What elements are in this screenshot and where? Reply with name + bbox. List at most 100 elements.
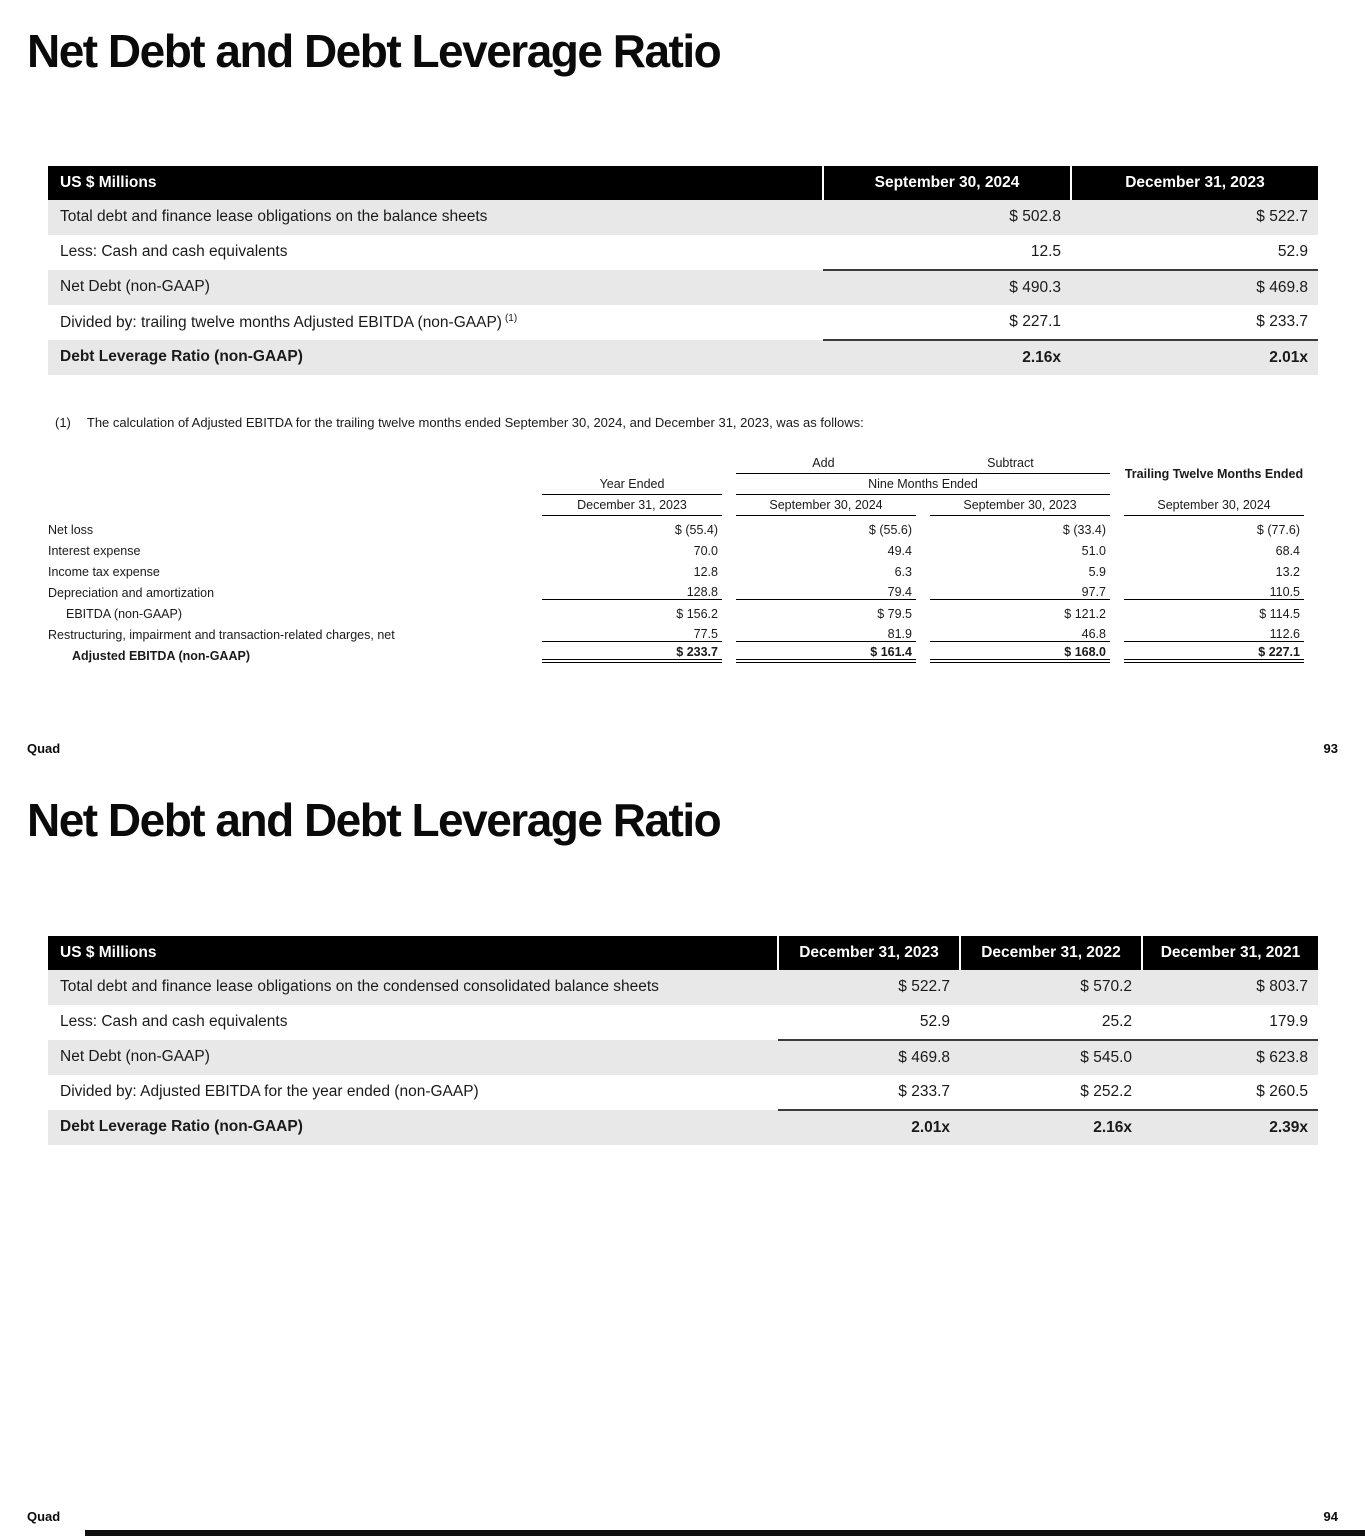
row-label: Adjusted EBITDA (non-GAAP) xyxy=(72,648,250,663)
row-value: 77.5 xyxy=(542,621,722,642)
empty-cell xyxy=(48,474,528,495)
row-label: Less: Cash and cash equivalents xyxy=(60,243,288,261)
ebitda-row-adjusted-ebitda: Adjusted EBITDA (non-GAAP) $ 233.7 $ 161… xyxy=(48,642,1304,663)
empty-cell xyxy=(48,495,528,516)
row-value: 49.4 xyxy=(887,543,912,558)
row-value: $ (55.6) xyxy=(868,522,912,537)
row-value: 70.0 xyxy=(693,543,718,558)
row-value: $ (55.4) xyxy=(674,522,718,537)
row-label: Net Debt (non-GAAP) xyxy=(48,1039,778,1075)
row-value: 68.4 xyxy=(1275,543,1300,558)
net-debt-table-annual: US $ Millions December 31, 2023 December… xyxy=(48,935,1318,1145)
row-value: $ 545.0 xyxy=(960,1039,1142,1075)
table-header-row: US $ Millions December 31, 2023 December… xyxy=(48,935,1318,970)
row-value: $ 114.5 xyxy=(1259,606,1300,621)
row-label: Divided by: trailing twelve months Adjus… xyxy=(60,313,502,331)
row-value: $ 522.7 xyxy=(1071,199,1318,235)
row-value: 2.01x xyxy=(1071,339,1318,375)
col-header-dec-31-2023: December 31, 2023 xyxy=(1070,165,1318,200)
row-value: $ 227.1 xyxy=(823,304,1071,341)
row-value: 179.9 xyxy=(1142,1004,1318,1041)
row-value: $ 522.7 xyxy=(778,969,960,1005)
row-label: Debt Leverage Ratio (non-GAAP) xyxy=(48,1109,778,1145)
ebitda-row-net-loss: Net loss $ (55.4) $ (55.6) $ (33.4) $ (7… xyxy=(48,516,1304,537)
ebitda-calculation-table: Add Subtract Trailing Twelve Months Ende… xyxy=(34,453,1318,663)
quad-logo: Quad xyxy=(27,1509,61,1524)
next-page-edge xyxy=(85,1530,1365,1536)
row-value: 110.5 xyxy=(1124,579,1304,600)
ebitda-row-restructuring: Restructuring, impairment and transactio… xyxy=(48,621,1304,642)
row-value: 51.0 xyxy=(1081,543,1106,558)
page-number: 94 xyxy=(1323,1509,1338,1524)
footnote: (1) The calculation of Adjusted EBITDA f… xyxy=(55,415,1305,431)
row-value: $ 469.8 xyxy=(1071,269,1318,305)
page-title: Net Debt and Debt Leverage Ratio xyxy=(27,25,722,77)
row-value: 52.9 xyxy=(778,1004,960,1041)
page-footer: Quad 93 xyxy=(27,741,1338,756)
row-label: Total debt and finance lease obligations… xyxy=(48,199,823,235)
row-label: Net loss xyxy=(48,522,94,537)
row-value: $ 79.5 xyxy=(877,606,912,621)
table-row-debt-leverage-ratio: Debt Leverage Ratio (non-GAAP) 2.01x 2.1… xyxy=(48,1109,1318,1145)
row-value: $ 490.3 xyxy=(823,269,1071,305)
add-label: Add xyxy=(812,455,835,470)
row-label: EBITDA (non-GAAP) xyxy=(66,606,183,621)
col-header-dec-31-2022: December 31, 2022 xyxy=(959,935,1142,970)
row-value: $ (77.6) xyxy=(1256,522,1300,537)
row-label: Income tax expense xyxy=(48,564,160,579)
table-row-less-cash: Less: Cash and cash equivalents 52.9 25.… xyxy=(48,1004,1318,1041)
col-header-us-millions: US $ Millions xyxy=(48,165,823,200)
row-value: 5.9 xyxy=(1088,564,1106,579)
row-value: 12.5 xyxy=(823,234,1071,271)
table-row-divided-by-ebitda: Divided by: trailing twelve months Adjus… xyxy=(48,304,1318,341)
table-header-row: US $ Millions September 30, 2024 Decembe… xyxy=(48,165,1318,200)
row-label: Depreciation and amortization xyxy=(48,585,215,600)
row-value: $ (33.4) xyxy=(1062,522,1106,537)
ebitda-row-ebitda: EBITDA (non-GAAP) $ 156.2 $ 79.5 $ 121.2… xyxy=(48,600,1304,621)
row-value: $ 502.8 xyxy=(823,199,1071,235)
date-header: September 30, 2024 xyxy=(736,495,916,516)
table-row-divided-by-ebitda: Divided by: Adjusted EBITDA for the year… xyxy=(48,1074,1318,1111)
row-value: 2.39x xyxy=(1142,1109,1318,1145)
row-label: Debt Leverage Ratio (non-GAAP) xyxy=(48,339,823,375)
footnote-ref: (1) xyxy=(504,312,518,324)
slide-page-94: Net Debt and Debt Leverage Ratio US $ Mi… xyxy=(0,768,1365,1536)
row-value: $ 121.2 xyxy=(1064,606,1106,621)
row-value: $ 227.1 xyxy=(1124,642,1304,663)
row-value: $ 623.8 xyxy=(1142,1039,1318,1075)
ebitda-row-depreciation: Depreciation and amortization 128.8 79.4… xyxy=(48,579,1304,600)
row-value: $ 233.7 xyxy=(778,1074,960,1111)
nine-months-group-header: Nine Months Ended xyxy=(736,474,1110,495)
row-value: 2.01x xyxy=(778,1109,960,1145)
date-header: September 30, 2024 xyxy=(1124,495,1304,516)
empty-cell xyxy=(542,453,722,474)
row-label: Divided by: Adjusted EBITDA for the year… xyxy=(60,1083,479,1101)
row-label: Net Debt (non-GAAP) xyxy=(48,269,823,305)
ebitda-row-interest-expense: Interest expense 70.0 49.4 51.0 68.4 xyxy=(48,537,1304,558)
row-value: 13.2 xyxy=(1275,564,1300,579)
row-label: Interest expense xyxy=(48,543,141,558)
net-debt-table-q3-2024: US $ Millions September 30, 2024 Decembe… xyxy=(48,165,1318,375)
row-value: $ 252.2 xyxy=(960,1074,1142,1111)
ttm-group-header: Trailing Twelve Months Ended xyxy=(1124,466,1304,481)
slide-page-93: Net Debt and Debt Leverage Ratio US $ Mi… xyxy=(27,25,1338,756)
ebitda-date-row: December 31, 2023 September 30, 2024 Sep… xyxy=(48,495,1304,516)
col-header-sep-30-2024: September 30, 2024 xyxy=(822,165,1071,200)
subtract-label: Subtract xyxy=(987,455,1034,470)
row-value: $ 168.0 xyxy=(930,642,1110,663)
row-value: 97.7 xyxy=(930,579,1110,600)
row-label: Restructuring, impairment and transactio… xyxy=(48,627,395,642)
footnote-text: The calculation of Adjusted EBITDA for t… xyxy=(86,414,864,430)
row-value: $ 469.8 xyxy=(778,1039,960,1075)
empty-cell xyxy=(48,453,528,474)
row-value: 25.2 xyxy=(960,1004,1142,1041)
col-header-dec-31-2023: December 31, 2023 xyxy=(777,935,960,970)
row-value: $ 570.2 xyxy=(960,969,1142,1005)
row-value: $ 156.2 xyxy=(676,606,718,621)
row-value: $ 233.7 xyxy=(542,642,722,663)
row-value: 112.6 xyxy=(1124,621,1304,642)
row-label: Less: Cash and cash equivalents xyxy=(60,1013,288,1031)
date-header: September 30, 2023 xyxy=(930,495,1110,516)
row-value: 6.3 xyxy=(894,564,912,579)
table-row-total-debt: Total debt and finance lease obligations… xyxy=(48,969,1318,1005)
